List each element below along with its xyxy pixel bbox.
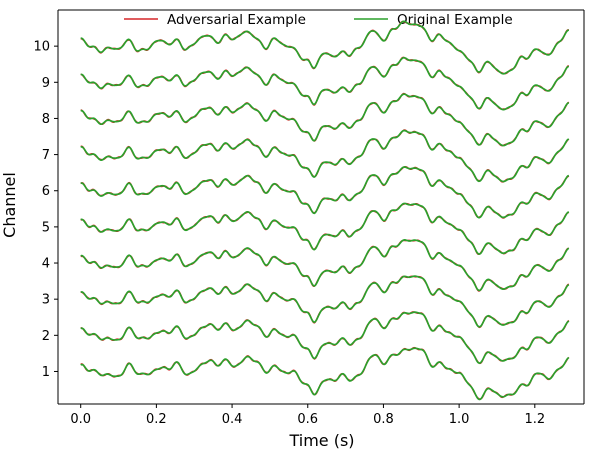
adversarial-series-line-channel-10: [80, 20, 570, 75]
y-tick-label: 5: [42, 220, 50, 235]
y-tick-label: 7: [42, 148, 50, 163]
y-tick-label: 3: [42, 293, 50, 308]
x-tick-label: 1.0: [449, 412, 470, 427]
original-series-line-channel-7: [80, 129, 570, 183]
original-series-line-channel-8: [80, 93, 570, 147]
legend-label-original: Original Example: [397, 12, 513, 28]
x-tick-label: 0.2: [146, 412, 167, 427]
x-tick-label: 1.2: [524, 412, 545, 427]
x-tick-label: 0.8: [373, 412, 394, 427]
adversarial-series-line-channel-6: [80, 165, 570, 219]
x-tick-label: 0.0: [70, 412, 91, 427]
legend-label-adversarial: Adversarial Example: [167, 12, 306, 28]
plot-frame: [57, 9, 585, 405]
y-axis-label: Channel: [0, 172, 19, 238]
y-axis: 1 2 3 4 5 6 7 8 9 10: [33, 40, 58, 380]
y-tick-label: 9: [42, 76, 50, 91]
x-tick-label: 0.6: [297, 412, 318, 427]
y-tick-label: 1: [42, 365, 50, 380]
original-series-line-channel-9: [80, 56, 570, 111]
adversarial-series-line-channel-8: [80, 92, 570, 147]
adversarial-series-line-channel-9: [80, 56, 570, 110]
y-tick-label: 6: [42, 184, 50, 199]
original-series-line-channel-6: [80, 166, 570, 219]
x-axis: 0.0 0.2 0.4 0.6 0.8 1.0 1.2: [70, 404, 545, 427]
legend: Adversarial Example Original Example: [124, 12, 513, 28]
x-tick-label: 0.4: [222, 412, 243, 427]
original-series-line-channel-3: [80, 275, 570, 328]
original-series-line-channel-1: [80, 347, 570, 401]
y-tick-label: 10: [33, 40, 50, 55]
y-tick-label: 4: [42, 257, 50, 272]
x-axis-label: Time (s): [288, 431, 354, 450]
original-series-line-channel-4: [80, 239, 570, 292]
original-series-line-channel-10: [80, 20, 570, 75]
y-tick-label: 8: [42, 112, 50, 127]
plot-lines: [80, 20, 570, 401]
adversarial-series-line-channel-7: [80, 129, 570, 183]
original-series-line-channel-5: [80, 202, 570, 255]
y-tick-label: 2: [42, 329, 50, 344]
original-series-line-channel-2: [80, 311, 570, 364]
adversarial-series-line-channel-5: [80, 202, 569, 256]
